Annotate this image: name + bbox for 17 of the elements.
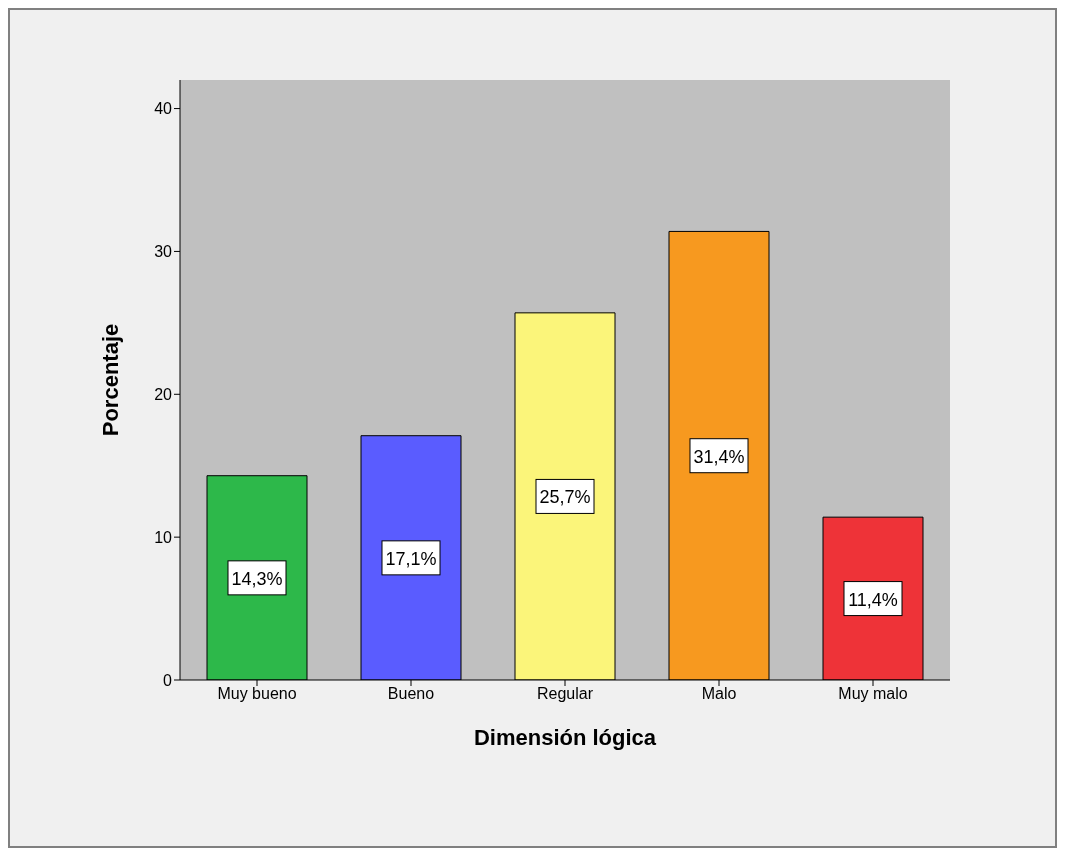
y-tick-label: 40 [154, 100, 173, 118]
data-label: 11,4% [848, 589, 898, 610]
x-tick-label: Muy bueno [217, 685, 297, 703]
y-axis-title: Porcentaje [97, 323, 123, 437]
x-tick-label: Regular [536, 685, 594, 703]
y-tick-label: 20 [154, 385, 173, 403]
x-tick-label: Malo [701, 685, 737, 703]
data-label: 25,7% [539, 487, 591, 508]
y-tick-label: 30 [154, 243, 173, 261]
x-tick-label: Muy malo [838, 685, 908, 703]
data-label: 14,3% [231, 568, 283, 589]
data-label: 31,4% [693, 446, 745, 467]
y-tick-label: 10 [154, 528, 173, 546]
y-tick-label: 0 [163, 671, 173, 689]
x-tick-label: Bueno [387, 685, 435, 703]
data-label: 17,1% [385, 548, 437, 569]
x-axis-title: Dimensión lógica [473, 725, 657, 750]
